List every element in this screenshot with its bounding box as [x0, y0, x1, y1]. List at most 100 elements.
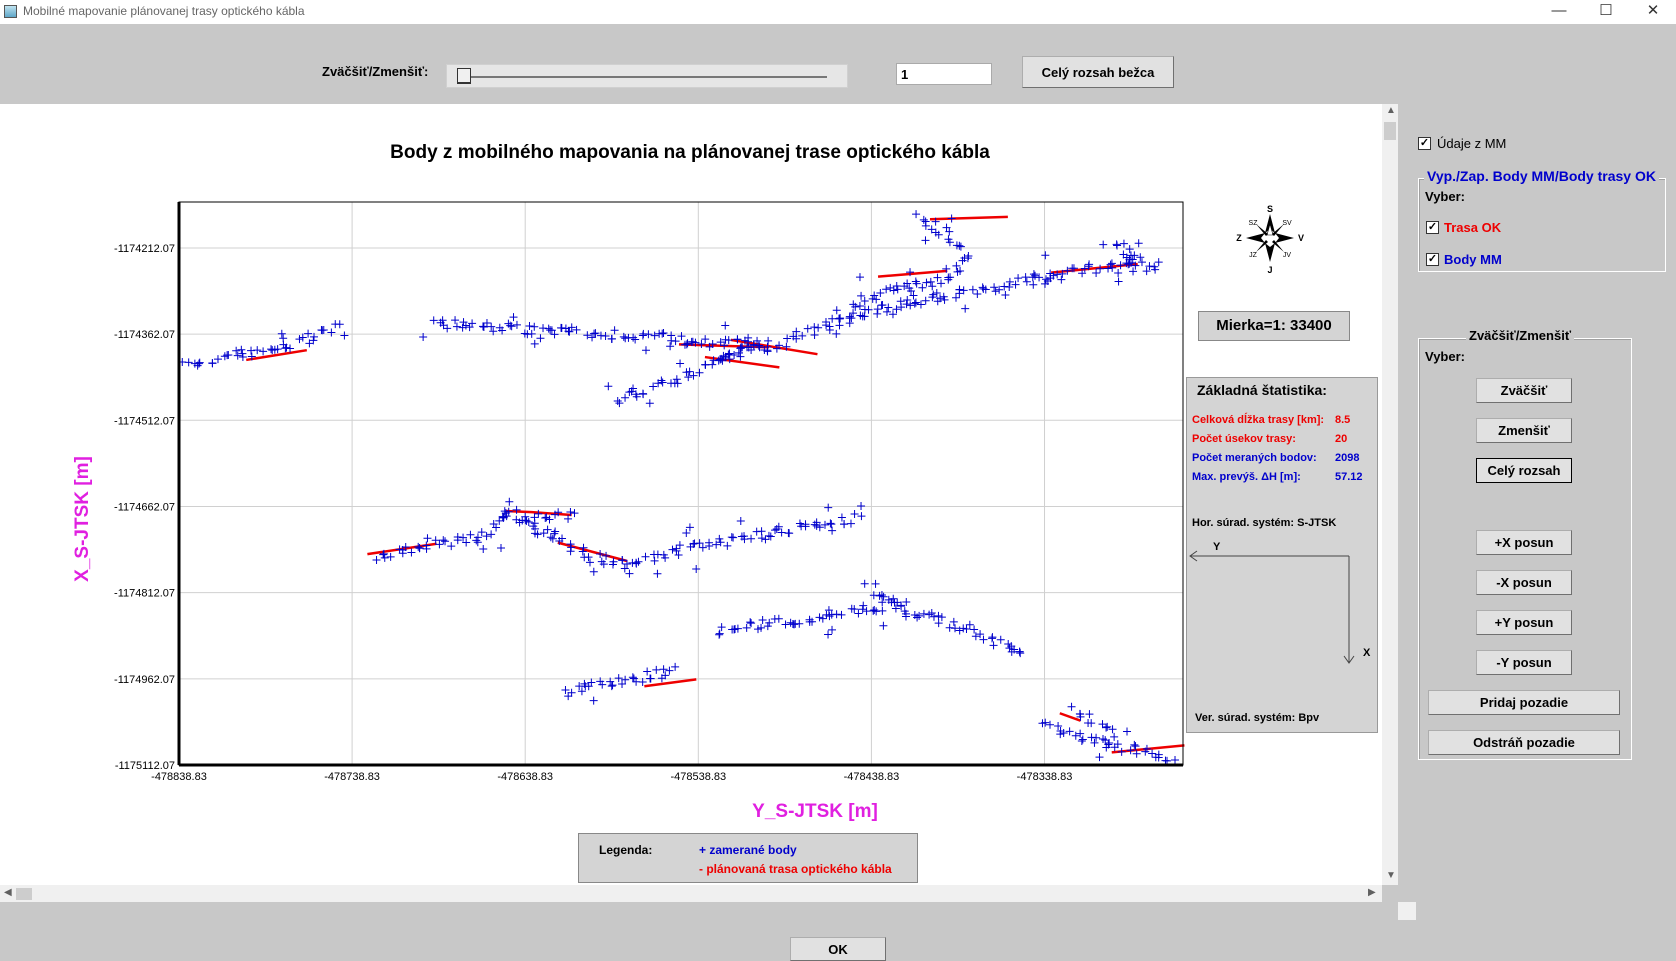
- stats-title: Základná štatistika:: [1197, 382, 1327, 398]
- measured-point-119: [687, 337, 696, 346]
- vertical-scroll-thumb[interactable]: [1384, 122, 1396, 140]
- axis-orientation-icon: Y X: [1189, 541, 1371, 664]
- measured-point-514: [772, 525, 781, 534]
- measured-point-315: [855, 273, 864, 282]
- chart-tracks: [246, 215, 1185, 754]
- measured-point-492: [682, 529, 691, 538]
- measured-point-228: [910, 299, 919, 308]
- measured-point-655: [567, 688, 576, 697]
- measured-point-446: [550, 529, 559, 538]
- measured-point-220: [878, 301, 887, 310]
- measured-point-676: [643, 667, 652, 676]
- trasa-ok-checkbox[interactable]: ✓: [1426, 221, 1439, 234]
- zoom-out-button[interactable]: Zmenšiť: [1476, 418, 1572, 443]
- measured-point-47: [419, 333, 428, 342]
- zoom-slider[interactable]: [446, 64, 848, 88]
- plus-y-shift-button[interactable]: +Y posun: [1476, 610, 1572, 635]
- close-button[interactable]: ✕: [1646, 2, 1660, 19]
- zoom-in-button[interactable]: Zväčšiť: [1476, 378, 1572, 403]
- measured-point-462: [599, 560, 608, 569]
- measured-point-674: [638, 677, 647, 686]
- vertical-scrollbar[interactable]: ▲ ▼: [1382, 104, 1398, 885]
- measured-point-323: [889, 286, 898, 295]
- measured-point-245: [959, 286, 968, 295]
- measured-point-235: [929, 290, 938, 299]
- measured-point-611: [902, 598, 911, 607]
- scroll-up-icon[interactable]: ▲: [1386, 105, 1396, 116]
- measured-point-629: [971, 632, 980, 641]
- zoom-value-input[interactable]: [896, 63, 992, 85]
- ok-button[interactable]: OK: [790, 937, 886, 961]
- measured-point-702: [1104, 740, 1113, 749]
- minus-y-shift-button[interactable]: -Y posun: [1476, 650, 1572, 675]
- measured-point-97: [619, 332, 628, 341]
- plus-x-shift-button[interactable]: +X posun: [1476, 530, 1572, 555]
- measured-point-579: [808, 617, 817, 626]
- measured-point-269: [1041, 279, 1050, 288]
- x-tick-label-4: -478438.83: [844, 771, 900, 783]
- measured-point-33: [309, 336, 318, 345]
- maximize-button[interactable]: ☐: [1599, 2, 1613, 19]
- measured-point-388: [1113, 241, 1122, 250]
- measured-point-297: [1136, 253, 1145, 262]
- stats-label-0: Celková dĺžka trasy [km]:: [1192, 414, 1325, 426]
- measured-point-531: [827, 520, 836, 529]
- measured-point-645: [871, 579, 880, 588]
- remove-background-button[interactable]: Odstráň pozadie: [1428, 730, 1620, 755]
- measured-point-132: [733, 335, 742, 344]
- minus-x-shift-button[interactable]: -X posun: [1476, 570, 1572, 595]
- measured-point-219: [882, 307, 891, 316]
- measured-point-359: [931, 228, 940, 237]
- measured-point-147: [645, 399, 654, 408]
- scroll-left-icon[interactable]: ◀: [4, 887, 12, 898]
- measured-point-15: [238, 352, 247, 361]
- measured-point-727: [1085, 710, 1094, 719]
- measured-point-76: [539, 324, 548, 333]
- measured-point-151: [649, 382, 658, 391]
- measured-point-329: [911, 277, 920, 286]
- measured-point-412: [459, 533, 468, 542]
- measured-point-12: [233, 351, 242, 360]
- measured-point-70: [536, 334, 545, 343]
- measured-point-325: [893, 285, 902, 294]
- measured-point-19: [253, 346, 262, 355]
- measured-point-453: [566, 547, 575, 556]
- measured-point-470: [623, 559, 632, 568]
- slider-thumb[interactable]: [457, 68, 471, 84]
- scroll-right-icon[interactable]: ▶: [1368, 887, 1376, 898]
- measured-point-686: [1046, 720, 1055, 729]
- measured-point-475: [641, 552, 650, 561]
- measured-point-648: [879, 592, 888, 601]
- horizontal-scroll-thumb[interactable]: [16, 888, 32, 900]
- measured-point-217: [873, 305, 882, 314]
- measured-point-444: [539, 529, 548, 538]
- measured-track-5: [1099, 239, 1151, 276]
- measured-point-695: [1078, 735, 1087, 744]
- measured-point-78: [547, 326, 556, 335]
- data-mm-checkbox[interactable]: ✓: [1418, 137, 1431, 150]
- measured-point-443: [543, 525, 552, 534]
- measured-point-672: [628, 673, 637, 682]
- legend-measured: + zamerané body: [699, 843, 797, 857]
- measured-point-8: [213, 355, 222, 364]
- add-background-button[interactable]: Pridaj pozadie: [1428, 690, 1620, 715]
- measured-point-91: [591, 329, 600, 338]
- measured-point-341: [946, 273, 955, 282]
- measured-point-507: [747, 534, 756, 543]
- body-mm-checkbox[interactable]: ✓: [1426, 253, 1439, 266]
- measured-point-61: [487, 322, 496, 331]
- measured-point-711: [1130, 740, 1139, 749]
- measured-point-74: [530, 339, 539, 348]
- minimize-button[interactable]: —: [1551, 2, 1567, 19]
- full-extent-runner-button[interactable]: Celý rozsah bežca: [1022, 56, 1174, 88]
- full-extent-button[interactable]: Celý rozsah: [1476, 458, 1572, 483]
- measured-point-105: [644, 330, 653, 339]
- measured-point-135: [721, 321, 730, 330]
- zoom-group-title: Zväčšiť/Zmenšiť: [1466, 328, 1575, 343]
- axis-x-label: X: [1363, 647, 1371, 659]
- measured-point-481: [659, 550, 668, 559]
- measured-point-589: [837, 610, 846, 619]
- scroll-down-icon[interactable]: ▼: [1386, 870, 1396, 881]
- measured-point-257: [1011, 280, 1020, 289]
- horizontal-scrollbar[interactable]: ◀ ▶: [0, 885, 1382, 902]
